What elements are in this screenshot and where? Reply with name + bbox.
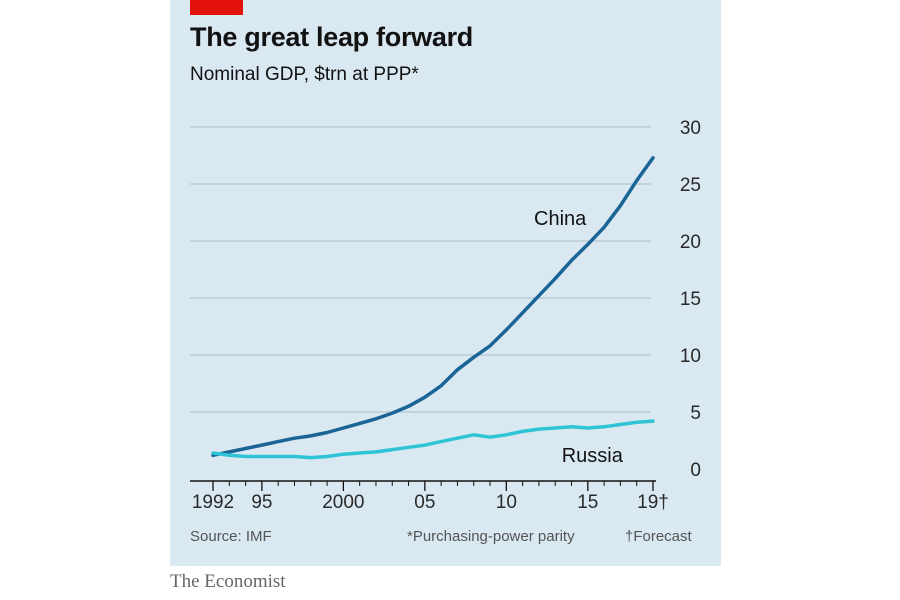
series-line-russia <box>211 419 655 460</box>
series-lines <box>211 156 655 460</box>
y-tick-label-5: 5 <box>690 403 701 424</box>
x-axis: 1992 95 2000 05 10 15 19† <box>190 480 669 513</box>
y-tick-label-15: 15 <box>680 289 701 310</box>
x-tick-label-2010: 10 <box>496 492 517 513</box>
chart-title: The great leap forward <box>190 22 473 52</box>
x-tick-label-1992: 1992 <box>192 492 234 513</box>
footnote-ppp: *Purchasing-power parity <box>407 528 575 545</box>
x-tick-label-2015: 15 <box>577 492 598 513</box>
y-tick-label-10: 10 <box>680 346 701 367</box>
series-label-russia: Russia <box>562 445 624 467</box>
gridlines <box>190 126 651 413</box>
y-tick-label-25: 25 <box>680 175 701 196</box>
footnote-forecast: †Forecast <box>625 528 692 545</box>
x-tick-label-2005: 05 <box>414 492 435 513</box>
series-labels: China Russia <box>534 208 624 467</box>
brand-red-tag <box>190 0 243 15</box>
series-line-china <box>211 156 655 458</box>
publisher-brand: The Economist <box>170 571 286 592</box>
y-tick-label-0: 0 <box>690 460 701 481</box>
y-axis-labels: 0 5 10 15 20 25 30 <box>680 118 701 481</box>
x-tick-label-2000: 2000 <box>322 492 364 513</box>
series-label-china: China <box>534 208 587 230</box>
source-note: Source: IMF <box>190 528 272 545</box>
chart-subtitle: Nominal GDP, $trn at PPP* <box>190 64 419 85</box>
y-tick-label-30: 30 <box>680 118 701 139</box>
x-tick-label-1995: 95 <box>251 492 272 513</box>
y-tick-label-20: 20 <box>680 232 701 253</box>
chart-panel <box>170 0 721 566</box>
x-tick-label-2019: 19† <box>637 492 669 513</box>
